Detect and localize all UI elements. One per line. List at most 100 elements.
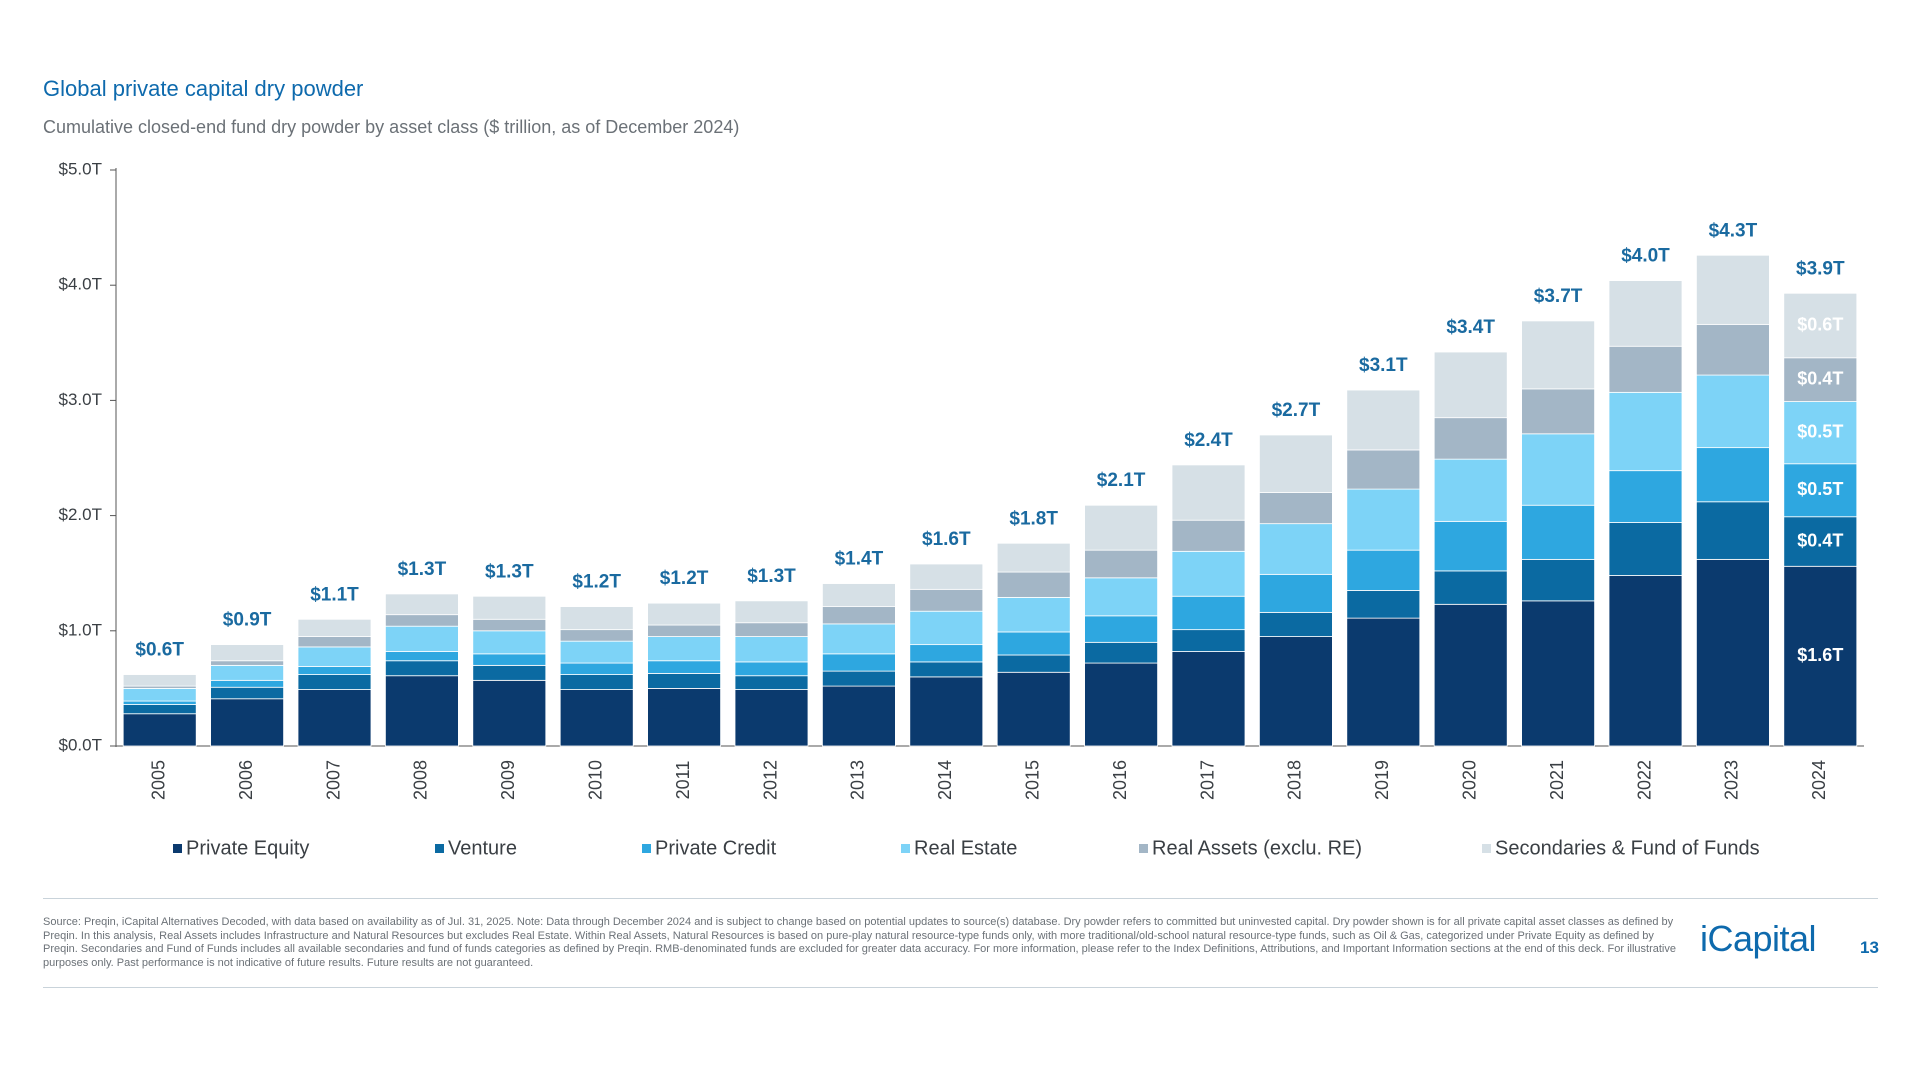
legend-label: Secondaries & Fund of Funds [1495,837,1760,859]
bar-segment [1346,449,1421,490]
segment-label: $0.6T [1797,314,1843,334]
segment-label: $1.6T [1797,645,1843,665]
legend-swatch [173,844,182,853]
x-tick-label: 2014 [935,760,955,800]
total-label: $1.1T [310,584,359,605]
x-tick-label: 2008 [411,760,431,800]
x-tick-label: 2016 [1110,760,1130,800]
y-tick-label: $1.0T [59,620,102,639]
total-label: $1.3T [485,561,534,582]
total-label: $1.4T [835,549,884,570]
bar-segment [734,600,809,624]
bar-segment [996,671,1071,747]
bar-segment [1346,488,1421,551]
bar-segment [734,675,809,690]
x-tick-label: 2011 [673,761,693,800]
legend-swatch [1482,844,1491,853]
bar-segment [1783,357,1858,402]
bar-segment [384,593,459,616]
y-tick-label: $2.0T [59,505,102,524]
bar-segment [472,664,547,681]
chart-subtitle: Cumulative closed-end fund dry powder by… [43,117,739,137]
bar-segment [1259,636,1333,747]
bar-segment [1521,600,1595,747]
divider [43,898,1878,899]
x-tick-label: 2012 [760,760,780,800]
bar-segment [1084,615,1158,643]
legend-swatch [901,844,910,853]
bar-segment [822,685,896,747]
bar-segment [909,610,984,646]
bar-segment [734,661,809,677]
x-tick-label: 2017 [1197,760,1217,800]
bar-segment [1696,558,1770,747]
bar-segment [559,674,634,690]
x-tick-label: 2020 [1459,760,1479,800]
bar-segment [1783,292,1858,359]
bar-segment [1346,617,1421,747]
divider [43,987,1878,988]
bar-segment [1433,570,1508,605]
bar-segment [647,636,721,662]
bar-segment [647,673,721,689]
x-tick-label: 2022 [1634,760,1654,800]
legend-swatch [435,844,444,853]
legend-label: Venture [448,837,517,859]
bar-segment [1521,504,1595,560]
bar-segment [1346,389,1421,451]
total-label: $3.1T [1359,355,1408,376]
bar-segment [1608,280,1683,347]
bar-segment [1783,401,1858,465]
segment-label: $0.5T [1797,479,1843,499]
bar-segment [210,686,285,700]
bar-segment [647,602,721,626]
bar-segment [996,596,1071,633]
bar-segment [1084,662,1158,747]
bar-segment [647,688,721,747]
bar-segment [559,606,634,631]
bar-segment [1521,433,1595,506]
x-tick-label: 2005 [148,760,168,800]
bar-segment [210,644,285,662]
x-tick-label: 2019 [1372,760,1392,800]
total-label: $3.9T [1796,258,1845,279]
bar-segment [909,588,984,612]
x-tick-label: 2021 [1547,760,1567,800]
bar-segment [210,664,285,681]
total-label: $1.2T [660,568,709,589]
bar-segment [297,646,372,667]
bar-segment [210,679,285,688]
bar-segment [1608,391,1683,472]
total-label: $1.3T [747,566,796,587]
bar-segment [1608,345,1683,393]
bar-segment [822,623,896,655]
bar-segment [1608,522,1683,576]
legend-label: Real Assets (exclu. RE) [1152,837,1362,859]
bar-segment [909,676,984,747]
bar-segment [384,625,459,652]
bar-segment [1346,590,1421,619]
total-label: $2.7T [1272,400,1321,421]
bar-segment [1433,603,1508,747]
bar-segment [384,614,459,627]
bar-segment [647,660,721,674]
legend-label: Private Equity [186,837,309,859]
y-tick-label: $4.0T [59,275,102,294]
bar-segment [1084,577,1158,617]
bar-segment [1171,595,1246,631]
bar-segment [210,698,285,747]
bar-segment [472,630,547,655]
bar-segment [472,653,547,666]
bar-segment [822,583,896,608]
bar-segment [1608,575,1683,747]
logo: iCapital [1700,918,1817,959]
x-tick-label: 2010 [585,760,605,800]
bar-segment [1608,470,1683,523]
legend-label: Private Credit [655,837,777,859]
bar-segment [822,653,896,672]
segment-label: $0.4T [1797,368,1843,388]
bar-segment [297,666,372,675]
bar-segment [996,631,1071,656]
legend-swatch [1139,844,1148,853]
total-label: $2.4T [1184,430,1233,451]
